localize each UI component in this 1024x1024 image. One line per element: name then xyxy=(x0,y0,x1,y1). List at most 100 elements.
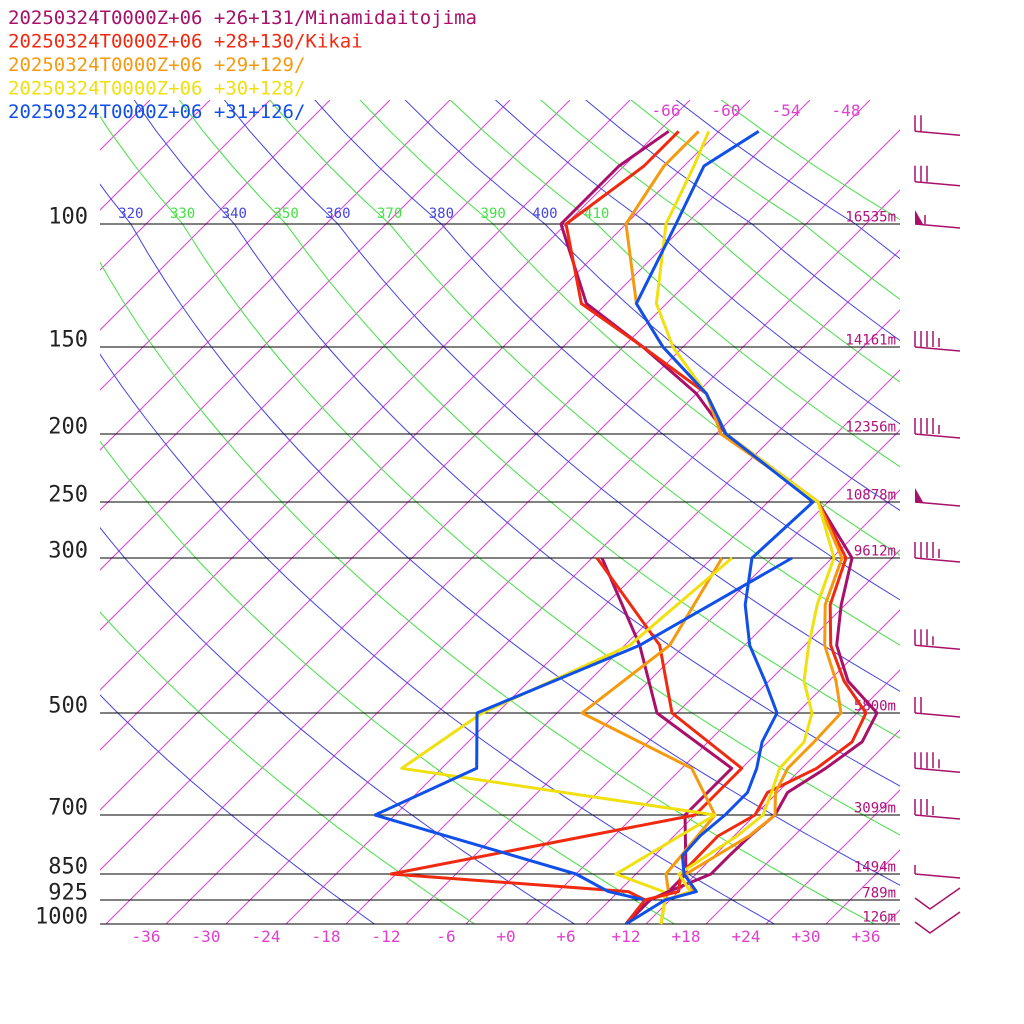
isotherm-line xyxy=(100,100,871,871)
temperature-line xyxy=(625,130,815,926)
temperature-tick-label: +0 xyxy=(496,927,515,946)
top-temperature-label: -54 xyxy=(772,101,801,120)
height-label: 1494m xyxy=(854,860,896,876)
pressure-label: 150 xyxy=(48,328,88,353)
theta-label: 330 xyxy=(170,206,195,222)
wind-barb-shaft xyxy=(914,814,961,820)
wind-barb-shaft xyxy=(914,346,961,352)
wind-barb-shaft xyxy=(914,433,961,439)
isotherm-line xyxy=(100,100,451,451)
theta-label: 390 xyxy=(481,206,506,222)
wind-barb xyxy=(914,887,961,910)
temperature-tick-label: +12 xyxy=(612,927,641,946)
temperature-tick-label: +30 xyxy=(792,927,821,946)
isotherm-line xyxy=(100,100,571,571)
dry-adiabat-line xyxy=(449,100,900,468)
dewpoint-line xyxy=(400,556,733,925)
theta-label: 400 xyxy=(532,206,557,222)
pressure-label: 250 xyxy=(48,483,88,508)
wind-barb-shaft xyxy=(914,873,961,879)
isotherm-line xyxy=(405,429,900,924)
dry-adiabat-line xyxy=(100,353,776,924)
isotherm-line xyxy=(105,129,900,924)
height-label: 14161m xyxy=(845,333,896,349)
dry-adiabat-line xyxy=(314,100,900,601)
dry-adiabat-line xyxy=(404,100,900,511)
temperature-tick-label: -6 xyxy=(436,927,455,946)
dewpoint-line xyxy=(373,556,793,925)
dry-adiabat-line xyxy=(100,694,376,924)
dry-adiabat-line xyxy=(100,261,876,924)
temperature-tick-label: -12 xyxy=(372,927,401,946)
dry-adiabat-line xyxy=(100,183,900,886)
dry-adiabat-line xyxy=(675,100,900,260)
isotherm-line xyxy=(100,100,391,391)
temperature-tick-label: -30 xyxy=(192,927,221,946)
pressure-label: 500 xyxy=(48,694,88,719)
temperature-tick-label: -18 xyxy=(312,927,341,946)
height-label: 9612m xyxy=(854,544,896,560)
isotherm-line xyxy=(465,489,900,924)
isotherm-line xyxy=(345,369,900,924)
isotherm-line xyxy=(100,100,751,751)
pressure-label: 100 xyxy=(48,205,88,230)
wind-barb-shaft xyxy=(914,557,961,563)
isotherm-line xyxy=(100,100,511,511)
wind-barb-pennant xyxy=(915,488,923,502)
temperature-tick-label: +6 xyxy=(556,927,575,946)
dry-adiabat-line xyxy=(269,100,900,646)
dry-adiabat-line xyxy=(223,100,900,692)
wind-barb-shaft xyxy=(914,180,961,187)
isotherm-line xyxy=(100,100,271,271)
temperature-tick-label: +24 xyxy=(732,927,761,946)
isotherm-line xyxy=(0,100,30,924)
theta-label: 320 xyxy=(118,206,143,222)
pressure-label: 1000 xyxy=(35,905,88,930)
pressure-label: 700 xyxy=(48,796,88,821)
wind-barb-shaft xyxy=(914,644,961,651)
dry-adiabat-line xyxy=(100,526,576,924)
temperature-tick-label: -36 xyxy=(132,927,161,946)
isotherm-line xyxy=(525,549,900,924)
isotherm-line xyxy=(946,100,1024,924)
dry-adiabat-line xyxy=(178,100,900,739)
wind-barb-shaft xyxy=(914,223,961,229)
theta-label: 350 xyxy=(273,206,298,222)
dry-adiabat-line xyxy=(100,440,676,924)
isotherm-line xyxy=(100,100,811,811)
pressure-label: 300 xyxy=(48,539,88,564)
isotherm-line xyxy=(645,669,900,924)
temperature-tick-label: -24 xyxy=(252,927,281,946)
legend-entry: 20250324T0000Z+06 +26+131/Minamidaitojim… xyxy=(8,7,477,29)
isotherm-line xyxy=(100,100,691,691)
legend-entry: 20250324T0000Z+06 +31+126/ xyxy=(8,101,305,123)
isotherm-line xyxy=(885,909,900,924)
wind-barb xyxy=(914,911,961,934)
top-temperature-label: -66 xyxy=(652,101,681,120)
height-label: 126m xyxy=(862,910,896,926)
dry-adiabat-line xyxy=(100,611,476,924)
wind-barb-shaft xyxy=(914,501,961,507)
isotherm-line xyxy=(225,249,900,924)
theta-label: 340 xyxy=(222,206,247,222)
temperature-line xyxy=(564,130,868,925)
dry-adiabat-line xyxy=(133,100,900,787)
height-label: 16535m xyxy=(845,210,896,226)
top-temperature-label: -60 xyxy=(712,101,741,120)
isotherm-line xyxy=(100,100,631,631)
legend-entry: 20250324T0000Z+06 +30+128/ xyxy=(8,78,305,100)
theta-label: 370 xyxy=(377,206,402,222)
wind-barb-shaft xyxy=(914,130,961,137)
pressure-label: 200 xyxy=(48,415,88,440)
theta-label: 410 xyxy=(584,206,609,222)
temperature-tick-label: +36 xyxy=(852,927,881,946)
height-label: 10878m xyxy=(845,488,896,504)
isotherm-line xyxy=(165,189,900,924)
wind-barb-shaft xyxy=(914,712,961,718)
wind-barb-pennant xyxy=(915,210,923,224)
isotherm-line xyxy=(1006,100,1024,924)
wind-barb-shaft xyxy=(914,767,961,774)
dry-adiabat-line xyxy=(100,115,900,836)
height-label: 12356m xyxy=(845,420,896,436)
